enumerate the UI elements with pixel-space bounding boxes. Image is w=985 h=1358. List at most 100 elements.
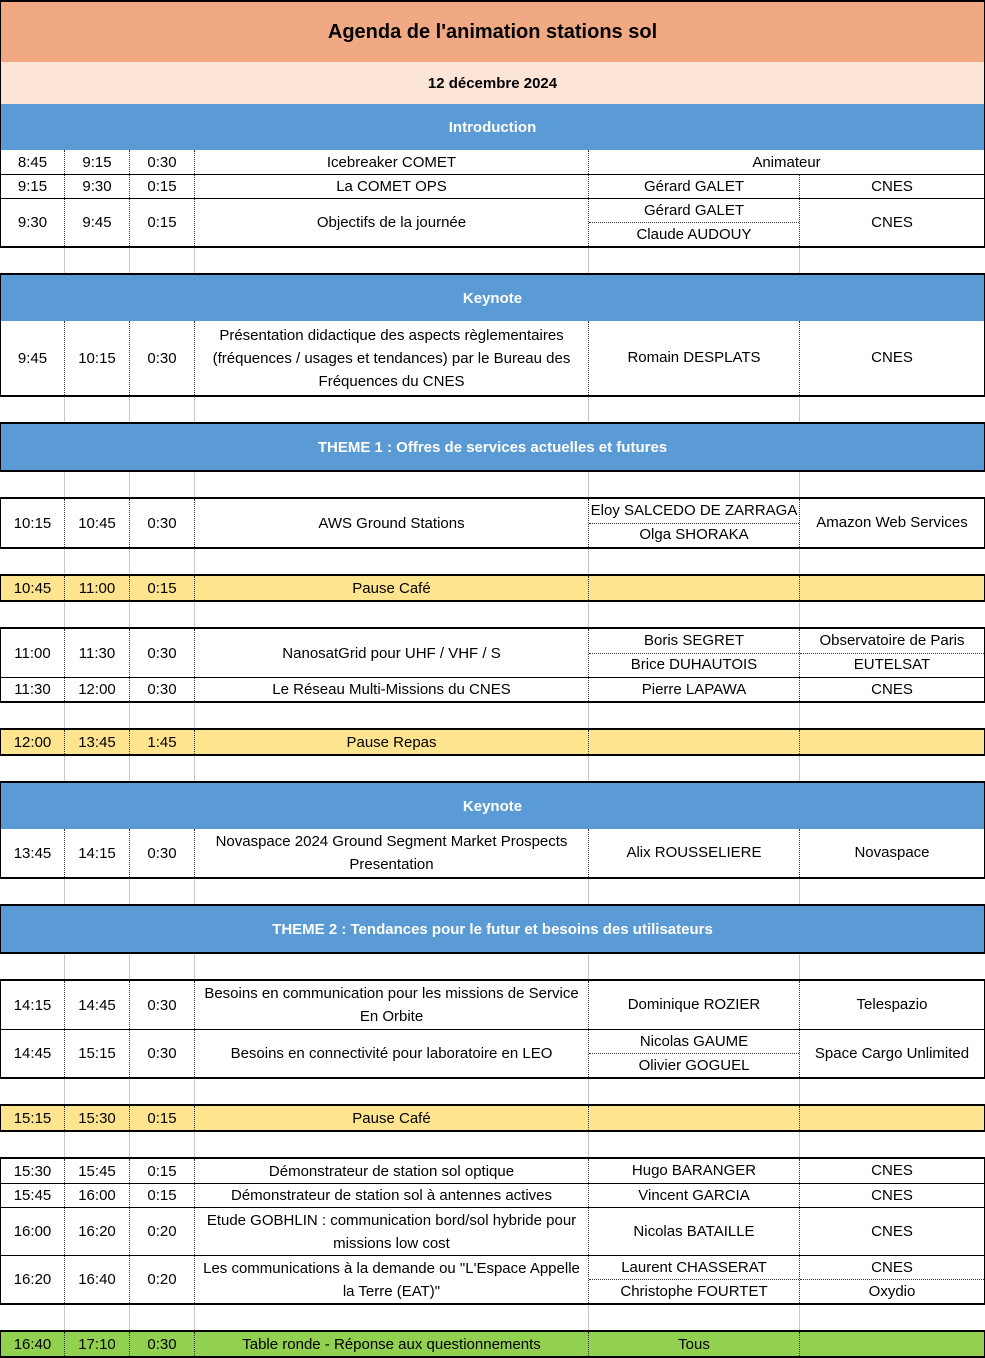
speaker-name: Eloy SALCEDO DE ZARRAGA bbox=[590, 501, 798, 519]
empty-cell bbox=[799, 576, 984, 600]
duration: 0:30 bbox=[129, 1030, 194, 1077]
duration: 0:30 bbox=[129, 499, 194, 547]
spacer-row bbox=[0, 879, 985, 904]
speaker-name: Brice DUHAUTOIS bbox=[589, 652, 799, 678]
duration: 0:15 bbox=[129, 1159, 194, 1183]
break-row-pause-repas: 12:00 13:45 1:45 Pause Repas bbox=[1, 730, 984, 754]
pause-repas-block: 12:00 13:45 1:45 Pause Repas bbox=[0, 728, 985, 756]
duration: 1:45 bbox=[129, 730, 194, 754]
end-time: 12:00 bbox=[64, 678, 129, 701]
speaker-cell: Tous bbox=[588, 1332, 799, 1356]
theme2-sessions-block2: 15:30 15:45 0:15 Démonstrateur de statio… bbox=[0, 1157, 985, 1305]
org-name: CNES bbox=[871, 177, 913, 195]
session-row-reseau: 11:30 12:00 0:30 Le Réseau Multi-Mission… bbox=[1, 677, 984, 701]
start-time: 15:45 bbox=[13, 1187, 52, 1204]
session-row-comet-ops: 9:15 9:30 0:15 La COMET OPS Gérard GALET… bbox=[1, 174, 984, 198]
pause1-block: 10:45 11:00 0:15 Pause Café bbox=[0, 574, 985, 602]
empty-cell bbox=[588, 1106, 799, 1130]
empty-cell bbox=[799, 730, 984, 754]
session-title: AWS Ground Stations bbox=[194, 499, 588, 547]
speaker-cell: Gérard GALET bbox=[588, 175, 799, 198]
keynote1-block: Keynote 9:45 10:15 0:30 Présentation did… bbox=[0, 273, 985, 397]
session-title: Présentation didactique des aspects règl… bbox=[194, 321, 588, 395]
session-title: Table ronde - Réponse aux questionnement… bbox=[194, 1332, 588, 1356]
session-title: Besoins en communication pour les missio… bbox=[194, 981, 588, 1029]
speaker-name: Boris SEGRET bbox=[643, 631, 745, 649]
start-time: 9:45 bbox=[17, 349, 48, 367]
section-header-theme2: THEME 2 : Tendances pour le futur et bes… bbox=[1, 906, 984, 952]
duration: 0:20 bbox=[129, 1208, 194, 1255]
start-time: 10:45 bbox=[1, 576, 64, 600]
spacer-row bbox=[0, 954, 985, 979]
session-row-aws: 10:15 10:45 0:30 AWS Ground Stations Elo… bbox=[1, 499, 984, 547]
speaker-name: Olga SHORAKA bbox=[589, 522, 799, 548]
spacer-row bbox=[0, 756, 985, 781]
theme1-sessions-block: 11:00 11:30 0:30 NanosatGrid pour UHF / … bbox=[0, 627, 985, 703]
session-row-reglementaire: 9:45 10:15 0:30 Présentation didactique … bbox=[1, 321, 984, 395]
session-row-antennes: 15:45 16:00 0:15 Démonstrateur de statio… bbox=[1, 1183, 984, 1207]
spacer-row bbox=[0, 248, 985, 273]
end-time: 11:30 bbox=[64, 629, 129, 677]
spacer-row bbox=[0, 1079, 985, 1104]
session-title: Novaspace 2024 Ground Segment Market Pro… bbox=[194, 829, 588, 877]
org-name: Oxydio bbox=[800, 1279, 984, 1303]
session-title: Le Réseau Multi-Missions du CNES bbox=[194, 678, 588, 701]
duration: 0:20 bbox=[129, 1256, 194, 1303]
page-title: Agenda de l'animation stations sol bbox=[1, 2, 984, 62]
org-name: Novaspace bbox=[854, 844, 930, 861]
end-time: 15:30 bbox=[64, 1106, 129, 1130]
start-time: 8:45 bbox=[17, 153, 48, 171]
break-label: Pause Repas bbox=[194, 730, 588, 754]
break-label: Pause Café bbox=[194, 576, 588, 600]
section-header-keynote2: Keynote bbox=[1, 783, 984, 829]
pause2-block: 15:15 15:30 0:15 Pause Café bbox=[0, 1104, 985, 1132]
roundtable-block: 16:40 17:10 0:30 Table ronde - Réponse a… bbox=[0, 1330, 985, 1358]
spacer-row bbox=[0, 472, 985, 497]
speaker-name: Laurent CHASSERAT bbox=[621, 1258, 767, 1276]
session-title: Icebreaker COMET bbox=[194, 150, 588, 174]
start-time: 15:30 bbox=[13, 1162, 52, 1180]
org-cell: CNES bbox=[799, 1159, 984, 1183]
duration: 0:30 bbox=[129, 678, 194, 701]
start-time: 16:40 bbox=[1, 1332, 64, 1356]
break-row-pause-cafe-2: 15:15 15:30 0:15 Pause Café bbox=[1, 1106, 984, 1130]
start-time: 16:20 bbox=[13, 1271, 52, 1288]
org-name: Telespazio bbox=[856, 996, 928, 1013]
end-time: 14:15 bbox=[64, 829, 129, 877]
spacer-row bbox=[0, 703, 985, 728]
end-time: 15:45 bbox=[64, 1159, 129, 1183]
theme1-header-block: THEME 1 : Offres de services actuelles e… bbox=[0, 422, 985, 472]
start-time: 16:00 bbox=[13, 1223, 52, 1240]
org-cell: CNES bbox=[799, 175, 984, 198]
org-name: CNES bbox=[871, 213, 913, 231]
end-time: 10:15 bbox=[64, 321, 129, 395]
speaker-merged-cell: Animateur bbox=[588, 150, 984, 174]
speaker-name: Alix ROUSSELIERE bbox=[626, 844, 762, 861]
speaker-name: Gérard GALET bbox=[643, 201, 745, 219]
session-row-optique: 15:30 15:45 0:15 Démonstrateur de statio… bbox=[1, 1159, 984, 1183]
session-title: Etude GOBHLIN : communication bord/sol h… bbox=[194, 1208, 588, 1255]
duration: 0:30 bbox=[129, 150, 194, 174]
org-cell: CNES bbox=[799, 1184, 984, 1207]
org-name: CNES bbox=[871, 1222, 913, 1240]
session-row-objectifs: 9:30 9:45 0:15 Objectifs de la journée G… bbox=[1, 198, 984, 246]
session-row-nanosatgrid: 11:00 11:30 0:30 NanosatGrid pour UHF / … bbox=[1, 629, 984, 677]
speaker-cell: Gérard GALET Claude AUDOUY bbox=[588, 199, 799, 246]
end-time: 16:00 bbox=[64, 1184, 129, 1207]
end-time: 17:10 bbox=[64, 1332, 129, 1356]
org-name: EUTELSAT bbox=[800, 652, 984, 678]
end-time: 15:15 bbox=[64, 1030, 129, 1077]
end-time: 9:15 bbox=[64, 150, 129, 174]
speaker-cell: Boris SEGRET Brice DUHAUTOIS bbox=[588, 629, 799, 677]
start-time: 14:15 bbox=[13, 996, 52, 1014]
speaker-cell: Dominique ROZIER bbox=[588, 981, 799, 1029]
section-header-keynote1: Keynote bbox=[1, 275, 984, 321]
end-time: 14:45 bbox=[64, 981, 129, 1029]
org-cell: Amazon Web Services bbox=[799, 499, 984, 547]
empty-cell bbox=[588, 730, 799, 754]
org-cell: CNES bbox=[799, 1208, 984, 1255]
speaker-cell: Vincent GARCIA bbox=[588, 1184, 799, 1207]
org-cell: Telespazio bbox=[799, 981, 984, 1029]
section-header-introduction: Introduction bbox=[1, 104, 984, 150]
speaker-name: Romain DESPLATS bbox=[627, 349, 761, 366]
